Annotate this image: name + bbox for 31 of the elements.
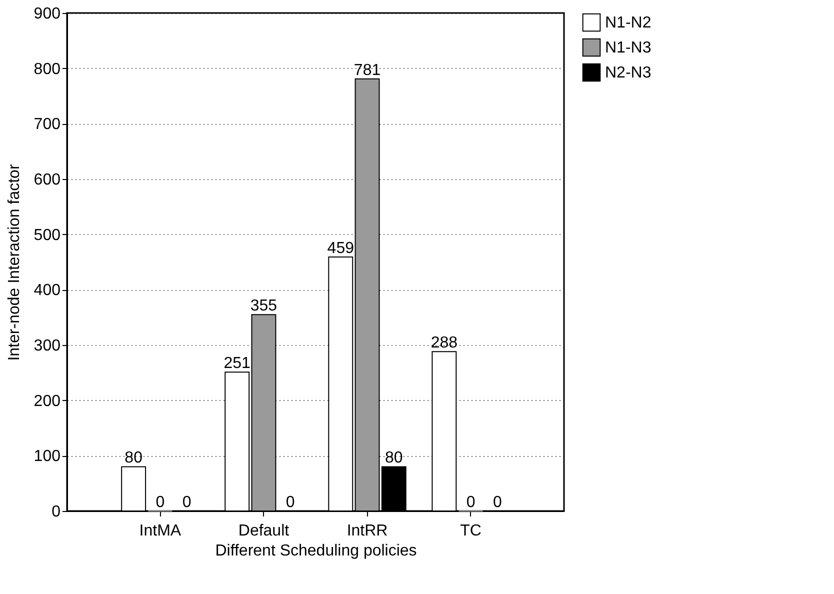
data-label: 355 — [250, 298, 278, 315]
x-tick-label: IntMA — [139, 522, 182, 540]
data-label: 459 — [327, 240, 354, 258]
y-tick-label: 200 — [34, 392, 61, 410]
legend-label: N2-N3 — [605, 64, 652, 82]
y-axis-title: Inter-node Interaction factor — [6, 164, 23, 361]
x-tick-label: IntRR — [346, 522, 388, 540]
data-label: 0 — [492, 494, 502, 511]
y-tick-label: 800 — [34, 60, 61, 78]
data-label: 80 — [384, 450, 403, 467]
data-label: 251 — [224, 355, 251, 372]
data-label: 0 — [286, 494, 295, 511]
x-tick-label: Default — [238, 522, 290, 540]
data-label: 288 — [430, 334, 458, 352]
y-tick-label: 600 — [34, 172, 61, 188]
data-label: 0 — [156, 494, 165, 511]
data-label: 781 — [354, 62, 381, 79]
y-tick-label: 900 — [34, 6, 61, 22]
x-axis-title: Different Scheduling policies — [215, 542, 417, 560]
data-label: 0 — [182, 494, 192, 511]
y-tick-label: 700 — [34, 116, 61, 134]
legend-label: N1-N2 — [605, 14, 652, 32]
y-tick-label: 400 — [34, 282, 61, 300]
y-tick-label: 100 — [34, 448, 61, 466]
data-label: 80 — [124, 450, 143, 467]
data-label: 0 — [466, 494, 476, 511]
y-tick-label: 300 — [34, 338, 61, 354]
y-tick-label: 500 — [34, 226, 61, 244]
legend-label: N1-N3 — [605, 40, 652, 56]
x-tick-label: TC — [460, 522, 482, 540]
y-tick-label: 0 — [52, 504, 61, 520]
